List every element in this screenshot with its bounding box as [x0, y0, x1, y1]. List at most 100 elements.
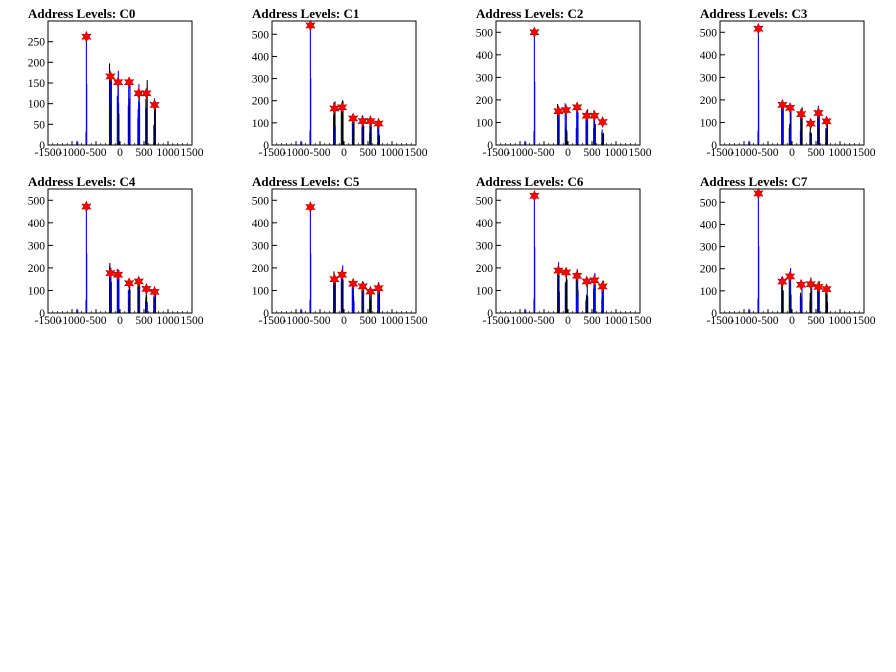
- peak-marker: [805, 117, 816, 130]
- y-tick-label: 200: [252, 263, 270, 275]
- y-tick-label: 100: [476, 285, 494, 297]
- peak-marker: [784, 270, 796, 283]
- x-tick-label: -500: [533, 315, 554, 327]
- chart-panel: Address Levels: C4-1500-1000 -500 0 500 1000…: [28, 174, 204, 327]
- y-tick-label: 200: [476, 263, 494, 275]
- x-tick-label: 0: [565, 315, 571, 327]
- y-tick-label: 0: [711, 308, 717, 320]
- x-tick-label: 500: [359, 147, 377, 159]
- x-tick-label: 1000: [605, 147, 628, 159]
- x-tick-label: -1000: [507, 147, 534, 159]
- peak-marker: [112, 268, 124, 281]
- peak-marker: [821, 115, 832, 128]
- y-tick-label: 200: [700, 95, 718, 107]
- y-tick-label: 400: [252, 51, 270, 63]
- y-tick-label: 400: [252, 218, 270, 230]
- chart-title: Address Levels: C4: [28, 174, 136, 189]
- plot-frame: [495, 188, 641, 314]
- y-tick-label: 100: [28, 99, 46, 111]
- y-tick-label: 200: [700, 264, 718, 276]
- y-tick-label: 300: [700, 242, 718, 254]
- x-tick-label: 0: [789, 147, 795, 159]
- x-tick-label: 1500: [405, 147, 428, 159]
- y-tick-label: 300: [28, 240, 46, 252]
- y-tick-label: 100: [28, 285, 46, 297]
- peak-marker: [141, 282, 152, 295]
- x-tick-label: 1500: [853, 315, 876, 327]
- x-tick-label: -1500: [707, 147, 734, 159]
- peak-marker: [112, 76, 124, 89]
- x-tick-label: 0: [117, 315, 123, 327]
- y-tick-label: 100: [252, 118, 270, 130]
- chart-panel: Address Levels: C3-1500-1000 -500 0 500 1000…: [700, 6, 876, 159]
- chart-title: Address Levels: C3: [700, 6, 808, 21]
- y-tick-label: 500: [700, 27, 718, 39]
- peak-marker: [571, 101, 583, 114]
- peak-marker: [373, 282, 384, 295]
- plot-frame: [719, 188, 865, 314]
- chart-title: Address Levels: C2: [476, 6, 583, 21]
- peak-marker: [753, 22, 764, 35]
- y-tick-label: 0: [39, 308, 45, 320]
- y-tick-label: 500: [476, 27, 494, 39]
- x-tick-label: 1500: [181, 315, 204, 327]
- y-tick-label: 0: [263, 140, 269, 152]
- peak-marker: [105, 70, 116, 83]
- y-tick-label: 300: [476, 240, 494, 252]
- y-tick-label: 150: [28, 78, 46, 90]
- peak-marker: [141, 87, 152, 100]
- peak-marker: [149, 98, 160, 111]
- peak-marker: [305, 19, 316, 32]
- y-tick-label: 300: [476, 72, 494, 84]
- y-tick-label: 400: [28, 218, 46, 230]
- histogram: [524, 30, 605, 145]
- x-tick-label: -1500: [483, 315, 510, 327]
- x-tick-label: -1500: [483, 147, 510, 159]
- histogram: [748, 26, 828, 145]
- chart-title: Address Levels: C7: [700, 174, 808, 189]
- x-tick-label: -500: [757, 315, 778, 327]
- x-tick-label: -1000: [731, 147, 758, 159]
- peak-marker: [133, 87, 144, 100]
- x-tick-label: -1000: [507, 315, 534, 327]
- x-tick-label: 500: [135, 315, 153, 327]
- peak-marker: [123, 277, 135, 290]
- peak-marker: [347, 277, 359, 290]
- y-tick-label: 300: [252, 240, 270, 252]
- chart-panel: Address Levels: C6-1500-1000 -500 0 500 1000…: [476, 174, 652, 327]
- plot-frame: [495, 20, 641, 146]
- plot-frame: [271, 188, 417, 314]
- x-tick-label: 500: [807, 315, 825, 327]
- peak-marker: [81, 200, 92, 213]
- y-tick-label: 100: [700, 117, 718, 129]
- peak-marker: [329, 273, 340, 286]
- histogram: [524, 193, 604, 313]
- y-tick-label: 0: [711, 140, 717, 152]
- x-tick-label: -500: [85, 315, 106, 327]
- chart-title: Address Levels: C0: [28, 6, 135, 21]
- x-tick-label: 1000: [381, 147, 404, 159]
- y-tick-label: 0: [487, 140, 493, 152]
- x-tick-label: 500: [583, 147, 601, 159]
- histogram: [300, 23, 380, 145]
- plot-frame: [719, 20, 865, 146]
- x-tick-label: -1500: [707, 315, 734, 327]
- x-tick-label: 0: [117, 147, 123, 159]
- y-tick-label: 100: [700, 286, 718, 298]
- histogram: [300, 204, 381, 313]
- x-tick-label: -1500: [259, 315, 286, 327]
- x-tick-label: -1000: [59, 315, 86, 327]
- x-tick-label: -500: [533, 147, 554, 159]
- histogram: [76, 34, 156, 145]
- x-tick-label: -1000: [59, 147, 86, 159]
- x-tick-label: -1000: [731, 315, 758, 327]
- peak-marker: [529, 26, 540, 39]
- y-tick-label: 500: [28, 195, 46, 207]
- peak-marker: [336, 268, 348, 281]
- y-tick-label: 100: [476, 117, 494, 129]
- x-tick-label: 1500: [405, 315, 428, 327]
- y-tick-label: 400: [476, 218, 494, 230]
- peak-marker: [777, 275, 788, 288]
- y-tick-label: 400: [476, 50, 494, 62]
- x-tick-label: -1500: [259, 147, 286, 159]
